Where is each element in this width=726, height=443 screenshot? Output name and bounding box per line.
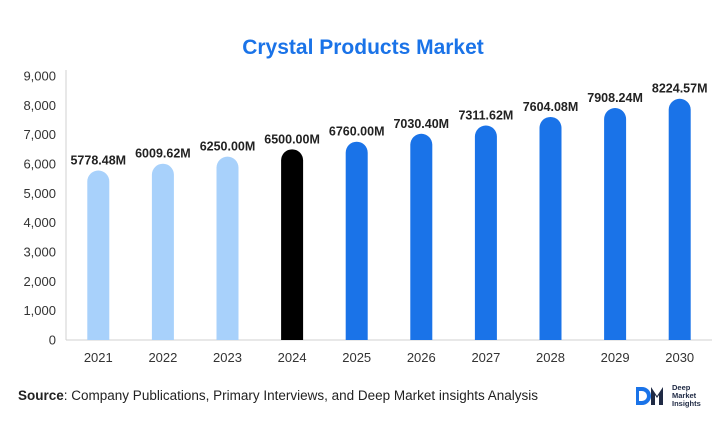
y-tick-label: 3,000 [23, 245, 56, 260]
source-note: Source: Company Publications, Primary In… [18, 388, 538, 403]
chart-title: Crystal Products Market [242, 36, 484, 59]
data-label-2026: 7030.40M [393, 117, 449, 131]
x-tick-label-2030: 2030 [665, 350, 694, 365]
x-tick-label-2027: 2027 [471, 350, 500, 365]
data-label-2024: 6500.00M [264, 132, 320, 146]
data-label-2023: 6250.00M [200, 140, 256, 154]
data-label-2021: 5778.48M [70, 153, 126, 167]
logo-line-1: Deep [672, 383, 691, 392]
bar-2023 [216, 156, 239, 340]
bar-2028 [539, 116, 562, 340]
y-tick-label: 5,000 [23, 186, 56, 201]
y-tick-label: 7,000 [23, 127, 56, 142]
y-tick-label: 6,000 [23, 157, 56, 172]
x-tick-label-2029: 2029 [601, 350, 630, 365]
logo-line-2: Market [672, 391, 697, 400]
company-logo: Deep Market Insights [634, 384, 701, 408]
bar-2025 [345, 141, 368, 340]
data-label-2029: 7908.24M [587, 91, 643, 105]
data-label-2025: 6760.00M [329, 125, 385, 139]
x-tick-label-2022: 2022 [148, 350, 177, 365]
y-tick-label: 8,000 [23, 98, 56, 113]
y-tick-label: 4,000 [23, 215, 56, 230]
data-label-2022: 6009.62M [135, 147, 191, 161]
bar-2030 [668, 98, 691, 340]
logo-line-3: Insights [672, 399, 701, 408]
bar-chart: 0 1,000 2,000 3,000 4,000 5,000 6,000 7,000 8,00… [23, 69, 712, 365]
bar-2029 [604, 108, 627, 341]
source-text: : Company Publications, Primary Intervie… [63, 388, 538, 403]
y-tick-label: 0 [49, 333, 56, 348]
logo-wordmark: Deep Market Insights [672, 384, 701, 408]
data-label-2028: 7604.08M [523, 100, 579, 114]
bar-2027 [474, 125, 497, 340]
y-tick-label: 1,000 [23, 303, 56, 318]
x-tick-label-2021: 2021 [84, 350, 113, 365]
dm-logo-icon [636, 387, 663, 405]
source-label: Source [18, 388, 64, 403]
bar-2022 [151, 163, 174, 340]
bar-2024 [281, 149, 304, 340]
x-tick-label-2028: 2028 [536, 350, 565, 365]
x-tick-label-2024: 2024 [278, 350, 307, 365]
x-tick-label-2023: 2023 [213, 350, 242, 365]
bar-2026 [410, 133, 433, 340]
y-tick-label: 2,000 [23, 274, 56, 289]
data-label-2027: 7311.62M [458, 109, 513, 123]
bar-2021 [87, 170, 110, 340]
x-tick-label-2026: 2026 [407, 350, 436, 365]
y-tick-label: 9,000 [23, 69, 56, 84]
x-tick-label-2025: 2025 [342, 350, 371, 365]
data-label-2030: 8224.57M [652, 82, 708, 96]
